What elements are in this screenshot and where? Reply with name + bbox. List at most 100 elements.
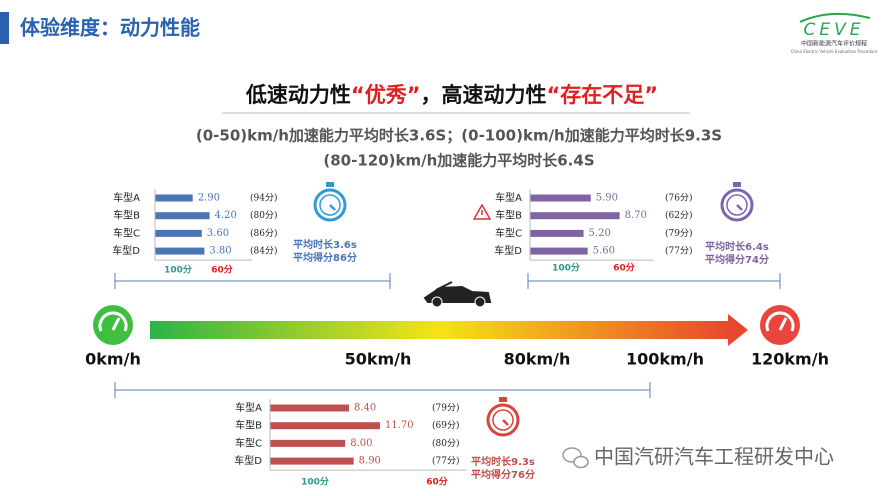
speed-label: 0km/h [85, 350, 141, 369]
bar [530, 194, 591, 202]
score-label: (84分) [250, 246, 277, 257]
bar [530, 229, 584, 237]
category-label: 车型A [113, 191, 140, 204]
category-label: 车型A [495, 191, 522, 204]
headline-part: ，高速动力性 [421, 83, 547, 107]
title-accent [0, 12, 9, 44]
summary-line: (0-50)km/h加速能力平均时长3.6S；(0-100)km/h加速能力平均… [196, 127, 722, 145]
score-label: (69分) [432, 420, 459, 431]
headline: 低速动力性“优秀”，高速动力性“存在不足” [245, 83, 658, 107]
scale-label: 100分 [164, 264, 192, 276]
speed-label: 120km/h [751, 350, 829, 369]
bar [270, 422, 380, 430]
bar [155, 212, 210, 220]
bar [270, 457, 354, 465]
stopwatch [720, 188, 754, 222]
speed-arrow [150, 321, 730, 339]
value-label: 8.40 [354, 403, 376, 414]
score-label: (80分) [432, 438, 459, 449]
stopwatch [486, 403, 520, 437]
scale-label: 100分 [552, 262, 580, 274]
category-label: 车型B [113, 209, 140, 222]
stopwatch-button [326, 182, 334, 187]
category-label: 车型C [495, 226, 522, 239]
value-label: 4.20 [215, 210, 237, 221]
value-label: 8.70 [625, 210, 647, 221]
score-label: (94分) [250, 193, 277, 204]
scale-label: 60分 [613, 262, 635, 274]
scale-label: 60分 [426, 476, 448, 488]
category-label: 车型C [113, 226, 140, 239]
speed-arrow-head [728, 314, 748, 346]
category-label: 车型C [235, 436, 262, 449]
speed-label: 50km/h [345, 350, 412, 369]
logo-sub-en: China Electric Vehicle Evaluation Proced… [791, 49, 878, 54]
logo: CEVE 中国新能源汽车评价规程 China Electric Vehicle … [791, 12, 878, 54]
category-label: 车型B [495, 209, 522, 222]
average-time: 平均时长6.4s [705, 240, 769, 253]
value-label: 8.00 [350, 438, 372, 449]
value-label: 3.60 [207, 228, 229, 239]
stopwatch-face [319, 194, 341, 216]
average-time: 平均时长3.6s [293, 238, 357, 251]
score-label: (80分) [250, 210, 277, 221]
car-wheel [431, 296, 443, 308]
bar [530, 247, 588, 255]
bar [530, 212, 620, 220]
score-label: (86分) [250, 228, 277, 239]
warning-icon [472, 203, 492, 220]
gauge-end [760, 305, 800, 345]
bar [155, 229, 202, 237]
gauge-start [93, 305, 133, 345]
stopwatch-face [726, 194, 748, 216]
speed-label: 80km/h [504, 350, 571, 369]
slide-title: 体验维度：动力性能 [20, 16, 200, 40]
score-label: (76分) [665, 193, 692, 204]
value-label: 5.60 [593, 246, 615, 257]
headline-part: “优秀” [351, 83, 421, 107]
scale-label: 100分 [301, 476, 329, 488]
score-label: (77分) [665, 246, 692, 257]
stopwatch-hand [736, 204, 743, 211]
score-label: (79分) [432, 403, 459, 414]
stopwatch-hand [502, 419, 509, 426]
bar [270, 404, 349, 412]
stopwatch-button [499, 397, 507, 402]
average-score: 平均得分76分 [471, 468, 535, 481]
bar [155, 247, 205, 255]
bar [155, 194, 193, 202]
score-label: (79分) [665, 228, 692, 239]
value-label: 5.90 [596, 193, 618, 204]
average-score: 平均得分86分 [293, 251, 357, 264]
category-label: 车型D [112, 244, 140, 257]
logo-text: CEVE [804, 20, 865, 40]
car-wheel [474, 296, 486, 308]
category-label: 车型D [234, 454, 262, 467]
stopwatch-button [733, 182, 741, 187]
speed-label: 100km/h [626, 350, 704, 369]
value-label: 8.90 [359, 456, 381, 467]
wechat-icon [562, 447, 589, 469]
average-time: 平均时长9.3s [471, 455, 535, 468]
category-label: 车型D [494, 244, 522, 257]
value-label: 11.70 [385, 420, 414, 431]
stopwatch [313, 188, 347, 222]
footer-text: 中国汽研汽车工程研发中心 [594, 445, 834, 469]
logo-sub: 中国新能源汽车评价规程 [801, 40, 867, 48]
value-label: 2.90 [198, 193, 220, 204]
headline-part: “存在不足” [547, 83, 659, 107]
stopwatch-hand [329, 204, 336, 211]
bar [270, 439, 346, 447]
value-label: 5.20 [589, 228, 611, 239]
score-label: (77分) [432, 456, 459, 467]
summary-line: (80-120)km/h加速能力平均时长6.4S [323, 152, 594, 170]
score-label: (62分) [665, 210, 692, 221]
scale-label: 60分 [211, 264, 233, 276]
stopwatch-face [492, 409, 514, 431]
value-label: 3.80 [209, 246, 231, 257]
average-score: 平均得分74分 [705, 253, 769, 266]
category-label: 车型B [235, 419, 262, 432]
headline-part: 低速动力性 [245, 83, 351, 107]
category-label: 车型A [235, 401, 262, 414]
